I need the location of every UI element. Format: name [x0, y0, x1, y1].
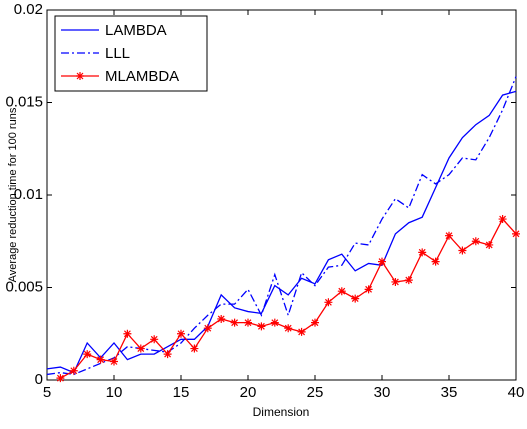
marker [136, 344, 145, 353]
marker [257, 322, 266, 331]
marker [445, 231, 453, 240]
marker [69, 366, 78, 375]
y-tick-label: 0 [35, 371, 43, 388]
y-axis-label: Average reduction time for 100 runs [7, 107, 19, 282]
marker [324, 298, 333, 307]
marker [498, 215, 507, 224]
marker [337, 287, 346, 296]
marker [203, 324, 212, 333]
legend-label: MLAMBDA [105, 68, 179, 85]
marker [123, 329, 132, 338]
marker [96, 355, 105, 364]
marker [230, 318, 239, 327]
marker [163, 350, 172, 359]
y-tick-label: 0.02 [14, 1, 43, 18]
x-tick-label: 20 [240, 384, 257, 401]
marker [471, 237, 480, 246]
marker [56, 374, 65, 383]
x-axis-label: Dimension [253, 405, 310, 419]
marker [110, 357, 118, 366]
marker [297, 327, 306, 336]
marker [378, 257, 386, 266]
marker [244, 318, 252, 327]
marker [485, 240, 494, 249]
marker [351, 294, 360, 303]
x-tick-label: 35 [441, 384, 458, 401]
marker [217, 314, 226, 323]
y-tick-label: 0.01 [14, 186, 43, 203]
marker [404, 276, 413, 285]
x-tick-label: 40 [508, 384, 525, 401]
marker [76, 72, 84, 80]
series-line [46, 76, 517, 376]
marker [512, 229, 520, 238]
marker [177, 329, 185, 338]
marker [83, 350, 92, 359]
marker [270, 318, 279, 327]
x-tick-label: 10 [106, 384, 123, 401]
legend: LAMBDA LLL MLAMBDA [54, 15, 208, 92]
x-tick-label: 5 [43, 384, 51, 401]
y-tick-label: 0.015 [5, 93, 43, 110]
x-tick-label: 25 [307, 384, 324, 401]
x-tick-label: 30 [374, 384, 391, 401]
marker [364, 285, 373, 294]
legend-label: LLL [105, 45, 130, 62]
marker [150, 335, 159, 344]
marker [418, 248, 427, 257]
marker [190, 344, 199, 353]
marker [284, 324, 293, 333]
x-tick-label: 15 [173, 384, 190, 401]
marker [431, 257, 440, 266]
marker [458, 246, 467, 255]
legend-label: LAMBDA [105, 22, 167, 39]
marker [391, 277, 400, 286]
y-tick-label: 0.005 [5, 278, 43, 295]
marker [311, 318, 319, 327]
